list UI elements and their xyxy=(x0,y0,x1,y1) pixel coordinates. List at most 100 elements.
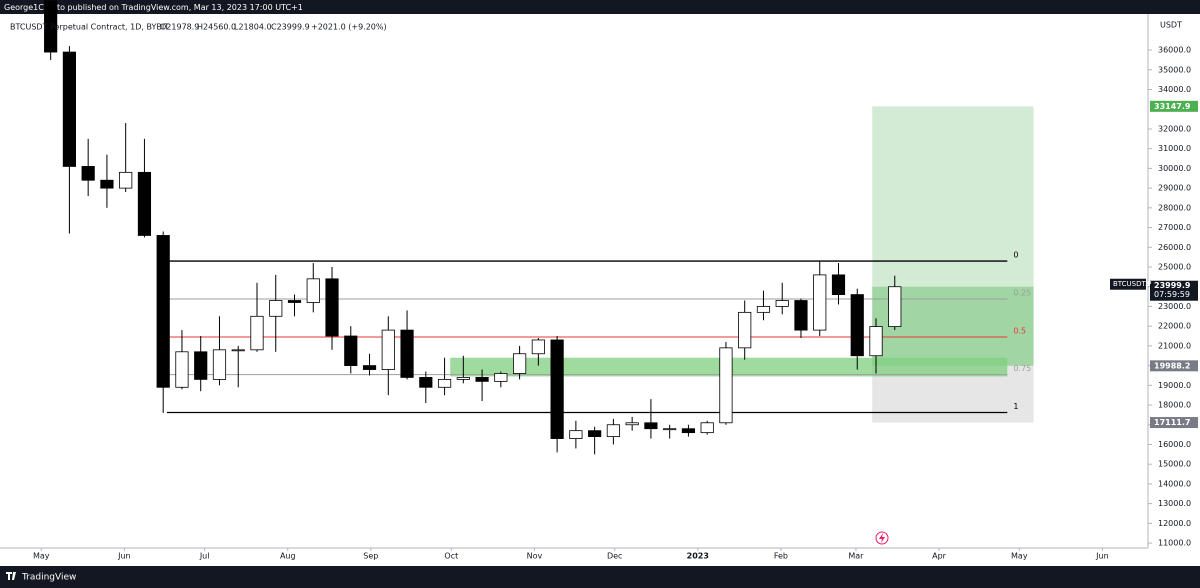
fib-label: 0.75 xyxy=(1013,364,1031,373)
y-tick-label: 23000.0 xyxy=(1158,302,1191,311)
candle-body xyxy=(175,351,189,388)
candle-body xyxy=(756,306,771,313)
candle-body xyxy=(437,378,452,388)
y-tick-label: 32000.0 xyxy=(1158,124,1191,133)
candle-body xyxy=(513,353,527,374)
candle-body xyxy=(231,349,245,352)
y-tick-label: 27000.0 xyxy=(1158,223,1191,232)
y-tick-label: 15000.0 xyxy=(1158,460,1191,469)
x-tick-label: Sep xyxy=(363,552,378,561)
candle-body xyxy=(700,422,714,434)
y-tick-label: 28000.0 xyxy=(1158,203,1191,212)
candle-body xyxy=(738,311,752,349)
candle-body xyxy=(644,422,658,430)
candle-body xyxy=(400,329,414,378)
y-tick-label: 11000.0 xyxy=(1158,539,1191,548)
candle-body xyxy=(81,166,95,181)
candle-body xyxy=(475,377,489,382)
candle-body xyxy=(681,428,696,434)
current-price: 23999.9 xyxy=(1154,281,1191,290)
candle-body xyxy=(456,377,470,380)
ohlc-value: L21804.0 xyxy=(234,23,272,32)
candle-body xyxy=(362,365,377,370)
y-tick-label: 31000.0 xyxy=(1158,144,1191,153)
fib-label: 0.5 xyxy=(1013,327,1026,336)
candle-body xyxy=(44,0,58,53)
x-tick-label: Feb xyxy=(774,552,788,561)
candle-body xyxy=(588,430,602,437)
x-tick-label: Aug xyxy=(280,552,296,561)
candle-body xyxy=(344,335,358,366)
y-tick-label: 26000.0 xyxy=(1158,243,1191,252)
candle-body xyxy=(156,235,170,388)
x-tick-label: Apr xyxy=(932,552,947,561)
ticker-tag: BTCUSDT.P xyxy=(1113,280,1151,288)
candle-body xyxy=(306,278,320,303)
y-tick-label: 16000.0 xyxy=(1158,440,1191,449)
candle-body xyxy=(888,286,902,327)
x-tick-label: Dec xyxy=(607,552,622,561)
candle-body xyxy=(137,171,152,236)
y-tick-label: 22000.0 xyxy=(1158,322,1191,331)
currency: USDT xyxy=(1160,21,1182,30)
candle-body xyxy=(269,300,283,317)
y-tick-label: 19000.0 xyxy=(1158,381,1191,390)
candle-body xyxy=(794,300,808,331)
candle-body xyxy=(550,339,564,439)
ohlc-value: O21978.9 xyxy=(160,23,199,32)
y-tick-label: 12000.0 xyxy=(1158,519,1191,528)
stop-price-bg xyxy=(1150,417,1198,429)
candle-body xyxy=(119,171,133,189)
bottom-bar xyxy=(0,566,1200,588)
ohlc-value: C23999.9 xyxy=(271,23,310,32)
published-line: George1Crypto published on TradingView.c… xyxy=(4,3,303,12)
candle-body xyxy=(719,347,733,424)
y-tick-label: 13000.0 xyxy=(1158,499,1191,508)
candle-body xyxy=(869,326,883,357)
candle-body xyxy=(850,294,864,357)
countdown: 07:59:59 xyxy=(1154,290,1190,299)
fib-label: 0 xyxy=(1013,251,1018,260)
x-tick-label: May xyxy=(1011,552,1028,561)
target-price-bg xyxy=(1150,100,1198,112)
current-price-bg xyxy=(1150,280,1198,301)
x-tick-label: Mar xyxy=(848,552,864,561)
y-tick-label: 29000.0 xyxy=(1158,184,1191,193)
candle-body xyxy=(531,339,545,355)
candle-body xyxy=(831,274,846,296)
event-icon-bolt xyxy=(879,533,885,543)
candle-body xyxy=(287,300,302,303)
candle-body xyxy=(381,329,395,370)
candle-body xyxy=(606,424,620,437)
stop-price: 17111.7 xyxy=(1154,418,1190,427)
candle-body xyxy=(663,428,677,431)
y-tick-label: 25000.0 xyxy=(1158,262,1191,271)
candle-body xyxy=(250,315,264,351)
y-tick-label: 36000.0 xyxy=(1158,46,1191,55)
x-tick-label: Oct xyxy=(444,552,458,561)
candle-body xyxy=(813,274,827,331)
candle-body xyxy=(625,422,639,426)
ohlc-value: +2021.0 (+9.20%) xyxy=(311,23,387,32)
x-tick-label: Jun xyxy=(117,552,131,561)
y-tick-label: 14000.0 xyxy=(1158,479,1191,488)
x-tick-label: Jun xyxy=(1095,552,1109,561)
candle-body xyxy=(100,179,114,189)
candle-body xyxy=(62,51,76,167)
fib-label: 0.25 xyxy=(1013,289,1031,298)
entry-price: 19988.2 xyxy=(1154,361,1190,370)
candle-body xyxy=(494,373,508,382)
top-bar xyxy=(0,0,1200,14)
y-tick-label: 35000.0 xyxy=(1158,65,1191,74)
entry-price-bg xyxy=(1150,360,1198,372)
x-tick-label: May xyxy=(33,552,50,561)
brand-logo xyxy=(6,572,16,580)
target-price: 33147.9 xyxy=(1154,102,1191,111)
y-tick-label: 21000.0 xyxy=(1158,341,1191,350)
candle-body xyxy=(419,377,433,388)
fib-label: 1 xyxy=(1013,402,1018,411)
x-tick-label: 2023 xyxy=(687,552,709,561)
brand: TradingView xyxy=(21,573,76,583)
x-tick-label: Jul xyxy=(199,552,210,561)
